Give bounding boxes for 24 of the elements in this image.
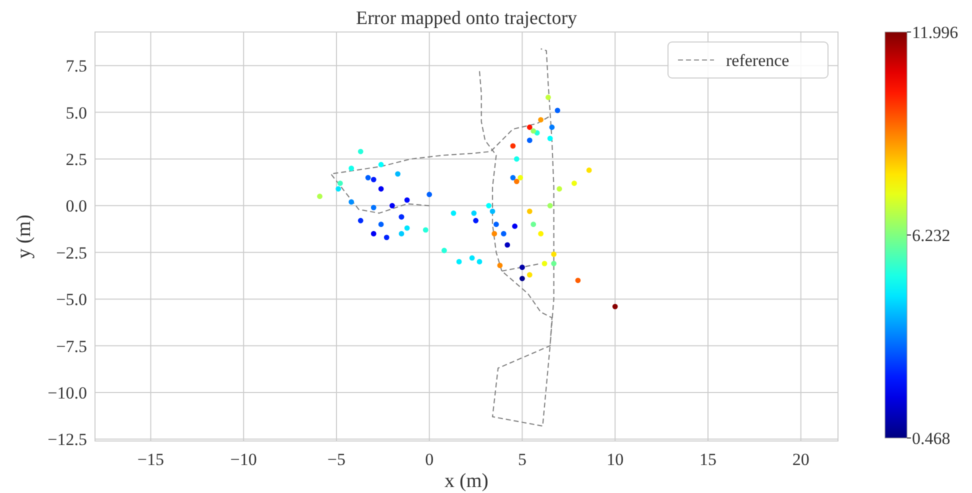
x-tick-label: 20: [792, 450, 810, 469]
x-axis-title: x (m): [444, 470, 488, 492]
y-tick-label: 0.0: [66, 196, 87, 216]
y-tick-label: 5.0: [66, 103, 87, 122]
x-tick-label: 10: [606, 450, 624, 469]
x-tick-label: −15: [137, 450, 164, 469]
color-bar-label: 6.232: [912, 226, 950, 245]
color-bar-label: 11.996: [912, 23, 958, 42]
y-tick-label: −7.5: [56, 336, 87, 356]
chart-title: Error mapped onto trajectory: [356, 8, 578, 29]
legend-label: reference: [726, 51, 790, 70]
x-tick-label: 5: [518, 450, 526, 469]
y-axis-title: y (m): [13, 214, 35, 258]
x-tick-label: 0: [425, 450, 434, 469]
x-tick-label: −10: [230, 450, 257, 469]
y-tick-label: −5.0: [56, 290, 87, 310]
y-tick-label: −2.5: [56, 243, 87, 262]
x-tick-label: −5: [327, 450, 346, 469]
y-tick-label: −12.5: [48, 430, 87, 450]
y-tick-label: 7.5: [66, 56, 87, 76]
y-tick-label: −10.0: [48, 383, 87, 402]
color-bar-label: 0.468: [912, 429, 950, 448]
x-tick-label: 15: [699, 450, 716, 469]
y-tick-label: 2.5: [66, 150, 87, 169]
